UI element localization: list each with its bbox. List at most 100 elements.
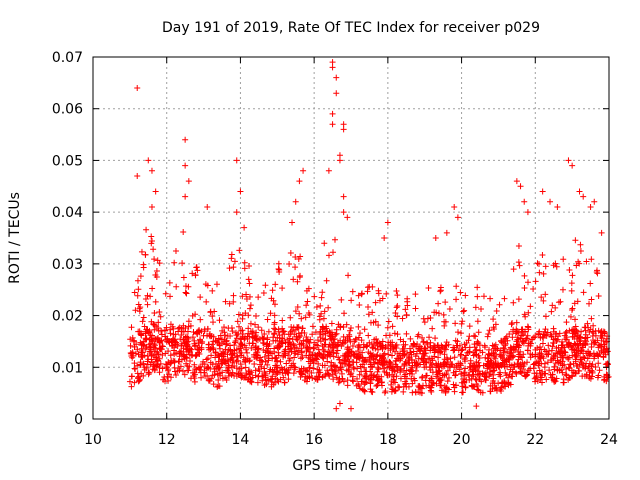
data-point <box>237 342 244 349</box>
data-point <box>486 327 493 334</box>
data-point <box>405 355 412 362</box>
data-point <box>365 332 372 339</box>
data-point <box>335 321 342 328</box>
data-point <box>508 345 515 352</box>
data-point <box>385 342 392 349</box>
data-point <box>403 367 410 374</box>
data-point <box>318 310 325 317</box>
data-point <box>458 320 465 327</box>
data-point <box>333 350 340 357</box>
data-point <box>198 374 205 381</box>
data-point <box>453 342 460 349</box>
data-point <box>300 365 307 372</box>
data-point <box>569 272 576 279</box>
data-point <box>514 328 521 335</box>
data-point <box>294 278 301 285</box>
data-point <box>148 233 155 240</box>
data-point <box>279 340 286 347</box>
data-point <box>580 289 587 296</box>
data-point <box>147 332 154 339</box>
data-point <box>139 318 146 325</box>
data-point <box>410 348 417 355</box>
data-point <box>159 365 166 372</box>
data-point <box>138 354 145 361</box>
data-point <box>595 360 602 367</box>
data-point <box>539 340 546 347</box>
data-point <box>223 340 230 347</box>
data-point <box>524 332 531 339</box>
data-point <box>148 350 155 357</box>
data-point <box>572 353 579 360</box>
data-point <box>209 313 216 320</box>
data-point <box>534 260 541 267</box>
data-point <box>230 292 237 299</box>
data-point <box>579 344 586 351</box>
data-point <box>532 278 539 285</box>
data-point <box>420 339 427 346</box>
data-point <box>279 285 286 292</box>
data-point <box>167 352 174 359</box>
data-point <box>386 332 393 339</box>
data-point <box>570 360 577 367</box>
data-point <box>336 356 343 363</box>
data-point <box>594 270 601 277</box>
data-point <box>145 369 152 376</box>
data-point <box>566 327 573 334</box>
data-point <box>477 389 484 396</box>
data-point <box>305 358 312 365</box>
data-point <box>248 379 255 386</box>
data-point <box>385 351 392 358</box>
data-point <box>194 267 201 274</box>
data-point <box>508 362 515 369</box>
data-point <box>584 334 591 341</box>
data-point <box>477 347 484 354</box>
data-point <box>340 121 347 128</box>
data-point <box>167 326 174 333</box>
data-point <box>362 373 369 380</box>
data-point <box>536 353 543 360</box>
data-point <box>590 337 597 344</box>
data-point <box>168 357 175 364</box>
data-point <box>504 348 511 355</box>
data-point <box>335 379 342 386</box>
data-point <box>333 74 340 81</box>
data-point <box>204 325 211 332</box>
data-point <box>181 371 188 378</box>
data-point <box>399 348 406 355</box>
data-point <box>412 359 419 366</box>
data-point <box>306 344 313 351</box>
data-point <box>375 346 382 353</box>
data-point <box>472 366 479 373</box>
data-point <box>478 305 485 312</box>
data-point <box>288 349 295 356</box>
data-point <box>352 336 359 343</box>
data-point <box>304 374 311 381</box>
data-point <box>210 346 217 353</box>
data-point <box>492 355 499 362</box>
data-point <box>243 346 250 353</box>
data-point <box>304 298 311 305</box>
data-point <box>516 351 523 358</box>
data-point <box>144 292 151 299</box>
data-point <box>580 354 587 361</box>
data-point <box>167 293 174 300</box>
data-point <box>535 330 542 337</box>
data-point <box>595 293 602 300</box>
data-point <box>311 293 318 300</box>
data-point <box>143 226 150 233</box>
data-point <box>358 291 365 298</box>
data-point <box>137 361 144 368</box>
data-point <box>516 363 523 370</box>
data-point <box>380 362 387 369</box>
data-point <box>515 336 522 343</box>
data-point <box>262 282 269 289</box>
data-point <box>228 352 235 359</box>
data-point <box>285 376 292 383</box>
data-point <box>365 311 372 318</box>
data-point <box>426 355 433 362</box>
data-point <box>176 324 183 331</box>
data-point <box>191 369 198 376</box>
data-point <box>191 375 198 382</box>
data-point <box>216 383 223 390</box>
data-point <box>336 400 343 407</box>
